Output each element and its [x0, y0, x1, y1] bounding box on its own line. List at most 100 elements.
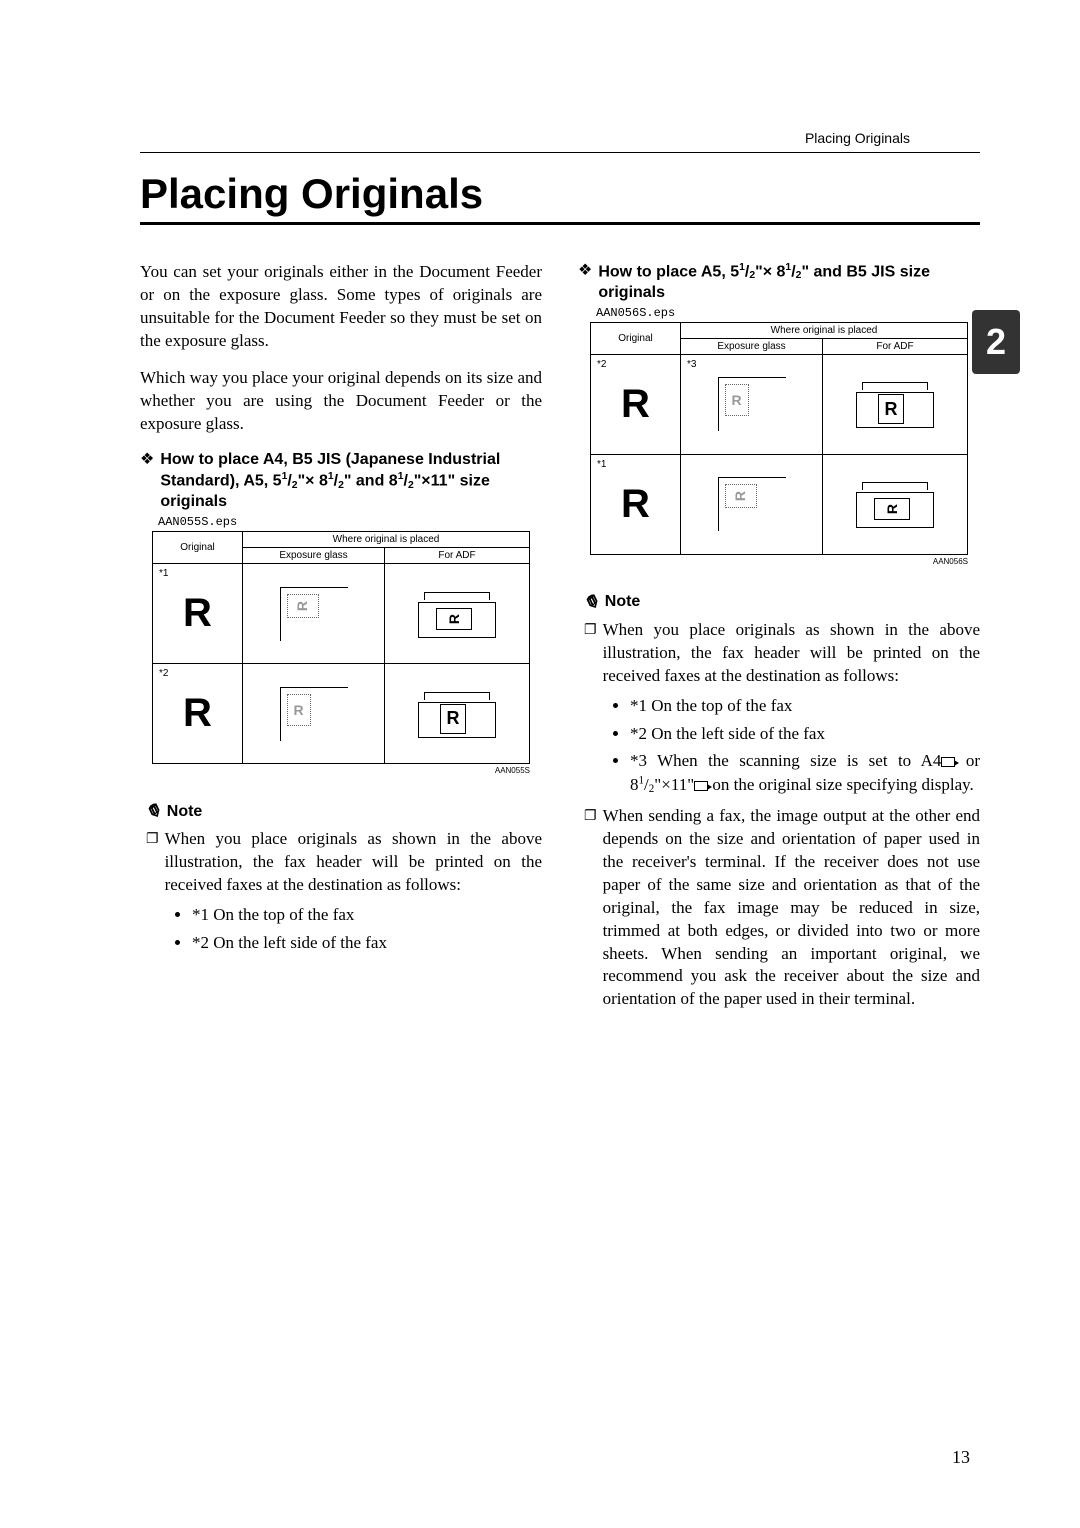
sup: 1	[639, 774, 645, 786]
note-body-left: ❐ When you place originals as shown in t…	[146, 828, 542, 897]
th-original: Original	[153, 532, 243, 564]
th-original: Original	[591, 322, 681, 354]
sup: 1	[398, 471, 404, 482]
cell-original-1: *2 R	[591, 354, 681, 454]
bullet-item: *1 On the top of the fax	[630, 694, 980, 718]
eps-filename-right: AAN056S.eps	[596, 306, 980, 320]
header-rule	[140, 152, 980, 153]
square-bullet-icon: ❐	[584, 805, 597, 1011]
r-outline: R	[295, 601, 311, 611]
diamond-icon: ❖	[578, 261, 592, 306]
r-glyph: R	[621, 482, 650, 526]
doc-outline: R	[287, 694, 311, 726]
cell-adf-2: R	[385, 664, 530, 764]
figure-ref-right: AAN056S	[590, 557, 968, 566]
r-glyph: R	[183, 691, 212, 735]
r-outline: R	[731, 392, 741, 408]
diagram-table-left: Original Where original is placed Exposu…	[152, 531, 530, 764]
figure-left: Original Where original is placed Exposu…	[152, 531, 542, 775]
adf-sheet: R	[878, 394, 904, 424]
right-column: ❖ How to place A5, 51/2"× 81/2" and B5 J…	[578, 261, 980, 1017]
cell-original-1: *1 R	[153, 564, 243, 664]
r: R	[884, 504, 900, 514]
note-heading-right: ✎ Note	[582, 590, 980, 615]
sup: 1	[785, 262, 791, 273]
cell-original-2: *2 R	[153, 664, 243, 764]
section-heading-text: How to place A5, 51/2"× 81/2" and B5 JIS…	[598, 261, 980, 304]
cell-adf-1: R	[385, 564, 530, 664]
content-columns: You can set your originals either in the…	[140, 261, 980, 1017]
note-text: When you place originals as shown in the…	[603, 619, 980, 688]
t: "× 8	[298, 473, 328, 490]
adf-diagram: R	[856, 480, 934, 528]
th-where: Where original is placed	[243, 532, 530, 548]
adf-sheet: R	[436, 608, 472, 630]
section-heading-right: ❖ How to place A5, 51/2"× 81/2" and B5 J…	[578, 261, 980, 306]
r-glyph: R	[621, 382, 650, 426]
eps-filename-left: AAN055S.eps	[158, 515, 542, 529]
sub: 2	[796, 270, 802, 281]
doc-outline: R	[287, 594, 319, 618]
t: *3 When the scanning size is set to A4	[630, 751, 941, 770]
bullet-item: *1 On the top of the fax	[192, 903, 542, 927]
chapter-tab: 2	[972, 310, 1020, 374]
sup: 1	[328, 471, 334, 482]
cell-glass-2: R	[681, 454, 823, 554]
cell-glass-2: R	[243, 664, 385, 764]
sub: 2	[292, 480, 298, 491]
bullet-list-left: *1 On the top of the fax *2 On the left …	[192, 903, 542, 955]
adf-top	[862, 482, 928, 490]
orientation-icon	[694, 781, 708, 791]
adf-diagram: R	[418, 690, 496, 738]
glass-diagram: R	[718, 377, 786, 431]
mark-2: *2	[597, 359, 606, 370]
glass-diagram: R	[280, 687, 348, 741]
sub: 2	[749, 270, 755, 281]
sub: 2	[408, 480, 414, 491]
doc-outline: R	[725, 384, 749, 416]
left-column: You can set your originals either in the…	[140, 261, 542, 1017]
adf-sheet: R	[874, 498, 910, 520]
r-glyph: R	[183, 591, 212, 635]
page-number: 13	[952, 1447, 970, 1468]
mark-1: *1	[159, 568, 168, 579]
r-outline: R	[733, 491, 749, 501]
intro-paragraph-1: You can set your originals either in the…	[140, 261, 542, 353]
bullet-item: *2 On the left side of the fax	[630, 722, 980, 746]
bullet-list-right: *1 On the top of the fax *2 On the left …	[630, 694, 980, 797]
pencil-icon: ✎	[141, 799, 164, 824]
r-outline: R	[293, 702, 303, 718]
cell-glass-1: R	[243, 564, 385, 664]
sup: 1	[282, 471, 288, 482]
note-label: Note	[167, 803, 203, 821]
glass-diagram: R	[280, 587, 348, 641]
section-heading-text: How to place A4, B5 JIS (Japanese Indust…	[160, 450, 542, 514]
t: " and 8	[344, 473, 398, 490]
th-glass: Exposure glass	[681, 338, 823, 354]
sub: 2	[338, 480, 344, 491]
note-body-right-1: ❐ When you place originals as shown in t…	[584, 619, 980, 688]
adf-diagram: R	[856, 380, 934, 428]
sup: 1	[739, 262, 745, 273]
adf-top	[424, 592, 490, 600]
t: How to place A5, 5	[598, 263, 739, 280]
adf-top	[862, 382, 928, 390]
cell-adf-1: R	[823, 354, 968, 454]
running-header: Placing Originals	[805, 130, 910, 146]
cell-adf-2: R	[823, 454, 968, 554]
adf-diagram: R	[418, 590, 496, 638]
adf-top	[424, 692, 490, 700]
th-adf: For ADF	[823, 338, 968, 354]
note-body-right-2: ❐ When sending a fax, the image output a…	[584, 805, 980, 1011]
th-where: Where original is placed	[681, 322, 968, 338]
note-heading-left: ✎ Note	[144, 799, 542, 824]
t: on the original size specifying display.	[708, 775, 974, 794]
bullet-item: *2 On the left side of the fax	[192, 931, 542, 955]
square-bullet-icon: ❐	[146, 828, 159, 897]
doc-outline: R	[725, 484, 757, 508]
note-text: When you place originals as shown in the…	[165, 828, 542, 897]
note-text-2: When sending a fax, the image output at …	[603, 805, 980, 1011]
t: "× 8	[755, 263, 785, 280]
note-label: Note	[605, 593, 641, 611]
diagram-table-right: Original Where original is placed Exposu…	[590, 322, 968, 555]
